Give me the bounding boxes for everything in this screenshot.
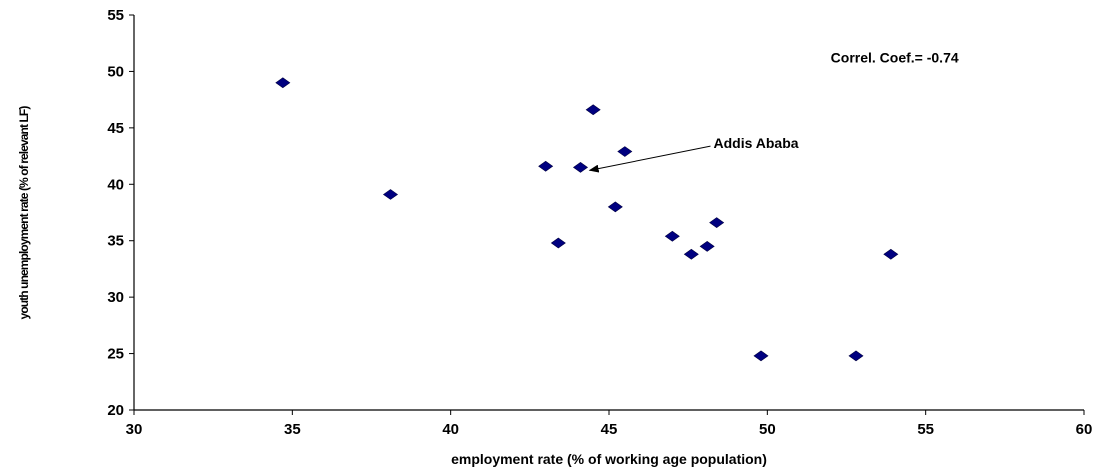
y-tick-label: 50 [107,63,124,80]
data-point [538,160,554,172]
data-point [572,161,589,173]
annotation-arrow [588,145,711,173]
data-point [607,201,623,213]
x-tick-label: 55 [917,421,934,438]
data-point [709,217,725,229]
y-tick-label: 20 [107,402,124,419]
x-tick-label: 60 [1076,421,1093,438]
y-tick-label: 45 [107,120,124,137]
x-tick-label: 45 [601,421,618,438]
data-point [699,240,715,252]
y-tick-label: 25 [107,346,124,363]
annotations: Correl. Coef.= -0.74 Addis Ababa [588,49,959,173]
annotation-label: Correl. Coef.= -0.74 [831,49,959,65]
data-point [382,189,399,200]
x-tick-label: 40 [442,421,459,438]
y-tick-label: 55 [107,7,124,24]
annotation-label: Addis Ababa [714,135,799,151]
data-point [848,350,864,362]
x-tick-label: 35 [284,421,301,438]
x-tick-label: 50 [759,421,776,438]
y-tick-label: 30 [107,289,124,306]
data-point [883,248,899,260]
data-point [550,237,566,249]
data-point [753,350,769,362]
x-tick-label: 30 [126,421,143,438]
y-tick-label: 40 [107,176,124,193]
x-axis-ticks: 30 35 40 45 50 55 60 [126,410,1093,438]
y-axis-title: youth unemployment rate (% of relevant L… [17,106,31,320]
data-point [683,248,699,260]
data-point [585,104,601,116]
axes [133,15,1084,411]
data-point [275,77,291,89]
y-tick-label: 35 [107,233,124,250]
data-point [617,146,633,157]
data-point [664,230,680,242]
x-axis-title: employment rate (% of working age popula… [451,451,767,467]
data-points [275,77,899,362]
y-axis-ticks: 20 25 30 35 40 45 50 55 [107,7,134,419]
